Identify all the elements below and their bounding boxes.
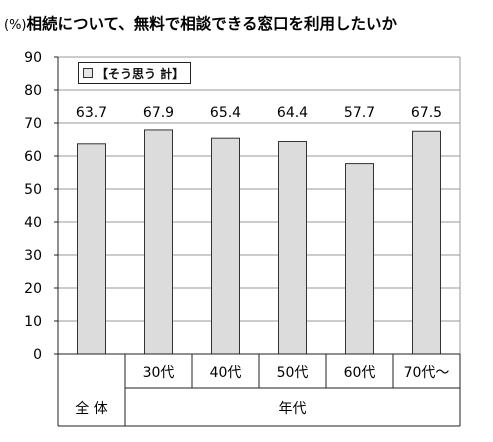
data-label: 65.4 (210, 105, 241, 121)
bar (345, 163, 374, 355)
data-labels: 63.7 67.9 65.4 64.4 57.7 67.5 (76, 105, 442, 121)
bar (211, 137, 240, 355)
data-label: 67.5 (411, 105, 442, 121)
legend-swatch (83, 68, 93, 78)
y-tick-label: 60 (24, 149, 42, 165)
category-label: 40代 (210, 365, 242, 381)
legend-label: 【そう思う 計】 (96, 66, 185, 81)
y-tick-label: 10 (24, 314, 42, 330)
y-tick-label: 40 (24, 215, 42, 231)
category-label: 70代～ (404, 365, 450, 381)
bar (144, 129, 173, 355)
group-label: 全 体 (75, 400, 107, 417)
data-label: 57.7 (344, 105, 375, 121)
title-unit: (%) (4, 18, 27, 33)
axes: 0 10 20 30 40 50 60 70 80 90 (24, 50, 460, 363)
category-table: 30代 40代 50代 60代 70代～ 全 体 年代 (57, 354, 461, 427)
data-label: 64.4 (277, 105, 308, 121)
category-label: 60代 (344, 365, 376, 381)
category-label: 50代 (277, 365, 309, 381)
gridlines (58, 56, 461, 354)
y-tick-label: 80 (24, 83, 42, 99)
bar (278, 140, 307, 355)
y-tick-label: 0 (33, 347, 42, 363)
data-label: 67.9 (143, 105, 174, 121)
bar (412, 130, 441, 355)
legend: 【そう思う 計】 (78, 62, 192, 84)
bars (77, 129, 441, 355)
title-text: 相続について、無料で相談できる窓口を利用したいか (27, 14, 398, 33)
chart-title: (%)相続について、無料で相談できる窓口を利用したいか (4, 14, 397, 33)
bar (77, 143, 106, 355)
group-label: 年代 (279, 401, 307, 417)
data-label: 63.7 (76, 105, 107, 121)
category-label: 30代 (143, 365, 175, 381)
y-tick-label: 20 (24, 281, 42, 297)
y-tick-label: 30 (24, 248, 42, 264)
y-tick-label: 90 (24, 50, 42, 66)
y-tick-label: 50 (24, 182, 42, 198)
y-tick-label: 70 (24, 116, 42, 132)
